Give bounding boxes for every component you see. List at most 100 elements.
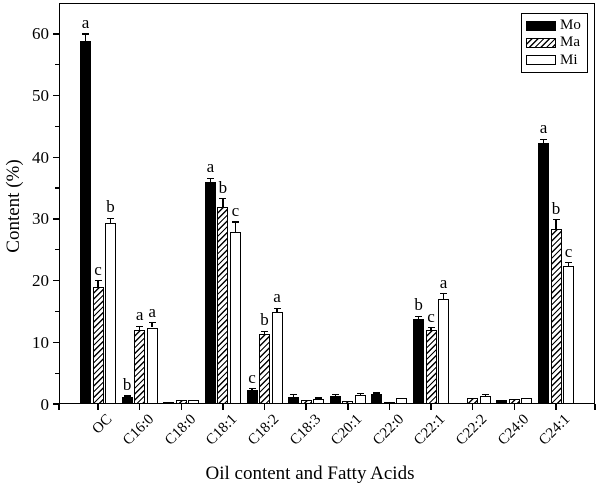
error-bar-cap (261, 330, 269, 332)
error-bar (292, 394, 295, 398)
error-bar-cap (206, 177, 214, 179)
error-bar-cap (248, 387, 256, 390)
bar-mi-c22:2 (479, 395, 491, 404)
legend-swatch-white (526, 55, 556, 66)
x-tick-label: C22:0 (369, 411, 408, 449)
x-tick-label: OC (89, 411, 116, 438)
error-bar-cap (315, 397, 323, 399)
legend-label: Mo (560, 17, 581, 34)
bar-mi-c18:2 (271, 312, 283, 404)
significance-letter: a (206, 157, 215, 177)
error-bar-cap (552, 218, 560, 221)
x-tick (138, 404, 141, 410)
x-tick (388, 404, 391, 410)
significance-letter: c (94, 259, 102, 279)
bar-mo-c18:1 (204, 181, 216, 404)
x-tick (305, 404, 307, 410)
x-tick (180, 404, 182, 410)
y-tick-label: 60 (32, 24, 49, 44)
y-tick-label: 30 (32, 209, 49, 229)
y-minor-tick (55, 187, 59, 189)
x-tick-label: C16:0 (119, 411, 158, 449)
x-tick-label: C24:1 (536, 411, 574, 449)
bar-ma-c22:1 (425, 329, 437, 404)
bar-ma-c24:0 (508, 399, 520, 404)
error-bar-cap (219, 197, 227, 200)
bar-mo-c16:0 (121, 397, 133, 404)
error-bar-cap (107, 217, 114, 219)
y-tick-label: 50 (32, 86, 49, 106)
x-tick (555, 404, 557, 410)
x-tick (594, 404, 596, 410)
error-bar-cap (148, 321, 156, 324)
significance-letter: b (122, 374, 132, 394)
significance-letter: b (260, 310, 269, 330)
error-bar (417, 316, 420, 320)
bar-mi-c18:3 (313, 399, 325, 404)
legend-swatch-solid-black (526, 20, 556, 31)
significance-letter: a (135, 305, 144, 325)
significance-letter: b (551, 198, 561, 218)
y-minor-tick (55, 310, 59, 313)
bar-mi-c18:0 (188, 400, 200, 404)
y-axis-title: Content (%) (3, 159, 24, 253)
error-bar (234, 222, 237, 233)
significance-letter: c (564, 241, 573, 261)
x-tick-label: C22:2 (453, 411, 491, 449)
bar-ma-c16:0 (134, 329, 146, 404)
bar-mo-c20:1 (329, 395, 341, 404)
y-major-tick (52, 341, 59, 343)
significance-letter: b (414, 295, 423, 315)
significance-letter: c (231, 201, 240, 220)
bar-mi-c22:0 (396, 398, 408, 404)
x-tick (58, 404, 60, 410)
x-tick (97, 404, 99, 410)
bar-ma-c22:0 (383, 401, 395, 404)
error-bar (542, 139, 545, 144)
y-tick-label: 10 (32, 332, 49, 352)
error-bar (555, 219, 557, 230)
bar-mo-c22:1 (413, 319, 425, 404)
bar-mi-c18:1 (229, 232, 241, 404)
bar-mi-c20:1 (354, 394, 366, 404)
error-bar-cap (565, 262, 572, 264)
significance-letter: c (427, 306, 435, 326)
error-bar-cap (415, 315, 423, 318)
error-bar (276, 308, 278, 313)
error-bar (109, 218, 112, 224)
y-tick-label: 20 (32, 271, 49, 291)
legend-item-mo: Mo (526, 18, 583, 33)
error-bar (97, 280, 99, 287)
x-tick-label: C22:1 (411, 411, 449, 449)
error-bar-cap (356, 392, 364, 395)
legend-item-mi: Mi (526, 52, 583, 68)
bar-mo-c24:0 (496, 400, 508, 404)
error-bar-cap (481, 394, 489, 396)
x-tick (263, 404, 266, 410)
y-minor-tick (55, 125, 59, 127)
bar-mo-c18:0 (163, 402, 175, 405)
x-tick-label: C18:1 (203, 411, 241, 449)
error-bar-cap (94, 279, 102, 282)
bar-ma-c24:1 (550, 229, 562, 404)
legend: Mo Ma Mi (521, 13, 588, 73)
y-major-tick (52, 279, 59, 282)
y-minor-tick (55, 64, 59, 66)
y-minor-tick (55, 372, 59, 374)
error-bar-cap (373, 392, 381, 394)
error-bar (430, 327, 432, 330)
bar-mi-c24:1 (563, 266, 574, 404)
bar-ma-c18:3 (300, 399, 312, 404)
error-bar-cap (290, 394, 298, 396)
error-bar (567, 262, 570, 267)
x-tick (513, 404, 516, 410)
y-major-tick (52, 218, 59, 220)
error-bar-cap (123, 395, 131, 397)
y-minor-tick (55, 249, 59, 251)
bar-mo-c24:1 (538, 143, 549, 404)
error-bar (151, 322, 153, 328)
bar-ma-c18:2 (259, 333, 271, 404)
bar-mi-oc (105, 223, 116, 404)
significance-letter: a (539, 118, 548, 138)
